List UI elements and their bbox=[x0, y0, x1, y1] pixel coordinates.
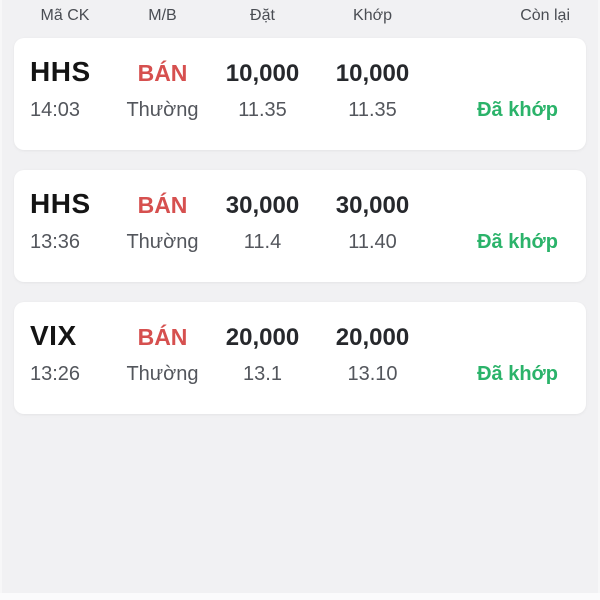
quantity-ordered: 10,000 bbox=[225, 60, 300, 87]
column-header-buy-sell: M/B bbox=[148, 7, 177, 24]
order-card[interactable]: HHS BÁN 30,000 30,000 13:36 Thường 11.4 … bbox=[14, 170, 586, 282]
order-time: 14:03 bbox=[30, 99, 81, 121]
side-label: BÁN bbox=[137, 192, 188, 218]
column-header-stock-code: Mã CK bbox=[40, 7, 90, 24]
quantity-matched: 20,000 bbox=[335, 324, 410, 351]
screen-edge-right bbox=[598, 0, 600, 600]
side-label: BÁN bbox=[137, 60, 188, 86]
order-type: Thường bbox=[126, 99, 199, 121]
quantity-ordered: 30,000 bbox=[225, 192, 300, 219]
order-primary-row: HHS BÁN 10,000 10,000 bbox=[30, 56, 558, 90]
table-header-row: Mã CK M/B Đặt Khớp Còn lại bbox=[0, 0, 600, 28]
price-matched: 13.10 bbox=[347, 363, 398, 385]
column-header-matched: Khớp bbox=[353, 7, 392, 24]
screen-edge-left bbox=[0, 0, 2, 600]
order-type: Thường bbox=[126, 231, 199, 253]
column-header-remaining: Còn lại bbox=[520, 7, 570, 24]
status-badge: Đã khớp bbox=[477, 363, 558, 385]
side-label: BÁN bbox=[137, 324, 188, 350]
screen-edge-bottom bbox=[0, 593, 600, 600]
order-primary-row: HHS BÁN 30,000 30,000 bbox=[30, 188, 558, 222]
order-card[interactable]: VIX BÁN 20,000 20,000 13:26 Thường 13.1 … bbox=[14, 302, 586, 414]
price-matched: 11.35 bbox=[348, 99, 397, 121]
order-time: 13:36 bbox=[30, 231, 81, 253]
stock-symbol: HHS bbox=[30, 56, 91, 87]
order-type: Thường bbox=[126, 363, 199, 385]
order-primary-row: VIX BÁN 20,000 20,000 bbox=[30, 320, 558, 354]
price-matched: 11.40 bbox=[348, 231, 397, 253]
order-time: 13:26 bbox=[30, 363, 81, 385]
quantity-matched: 30,000 bbox=[335, 192, 410, 219]
quantity-matched: 10,000 bbox=[335, 60, 410, 87]
order-secondary-row: 13:26 Thường 13.1 13.10 Đã khớp bbox=[30, 361, 558, 387]
price-ordered: 11.35 bbox=[238, 99, 287, 121]
order-secondary-row: 14:03 Thường 11.35 11.35 Đã khớp bbox=[30, 97, 558, 123]
quantity-ordered: 20,000 bbox=[225, 324, 300, 351]
order-list: HHS BÁN 10,000 10,000 14:03 Thường 11.35… bbox=[0, 28, 600, 414]
price-ordered: 13.1 bbox=[243, 363, 282, 385]
status-badge: Đã khớp bbox=[477, 231, 558, 253]
column-header-ordered: Đặt bbox=[250, 7, 275, 24]
stock-symbol: HHS bbox=[30, 188, 91, 219]
status-badge: Đã khớp bbox=[477, 99, 558, 121]
order-card[interactable]: HHS BÁN 10,000 10,000 14:03 Thường 11.35… bbox=[14, 38, 586, 150]
stock-symbol: VIX bbox=[30, 320, 77, 351]
price-ordered: 11.4 bbox=[243, 231, 282, 253]
order-secondary-row: 13:36 Thường 11.4 11.40 Đã khớp bbox=[30, 229, 558, 255]
